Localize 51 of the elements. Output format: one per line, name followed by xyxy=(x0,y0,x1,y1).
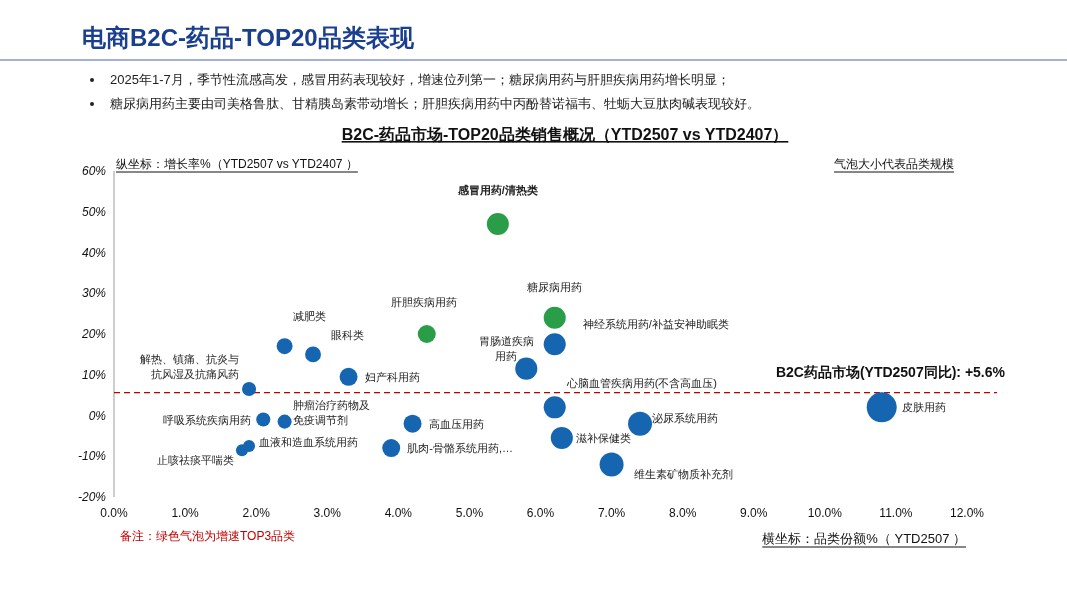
chart-title: B2C-药品市场-TOP20品类销售概况（YTD2507 vs YTD2407） xyxy=(341,126,789,144)
annotation: 妇产科用药 xyxy=(364,370,420,383)
annotation: 神经系统用药/补益安神助眠类 xyxy=(582,318,729,331)
x-tick-label: 8.0% xyxy=(668,506,697,520)
ref-line-label: B2C药品市场(YTD2507同比): +5.6% xyxy=(775,363,1006,380)
x-tick-label: 4.0% xyxy=(384,506,413,520)
annotation: 泌尿系统用药 xyxy=(652,411,719,424)
annotation: 解热、镇痛、抗炎与抗风湿及抗痛风药 xyxy=(140,353,240,381)
annotation: 呼吸系统疾病用药 xyxy=(163,413,252,426)
x-tick-label: 5.0% xyxy=(455,506,484,520)
text: 糖尿病用药主要由司美格鲁肽、甘精胰岛素带动增长；肝胆疾病用药中丙酚替诺福韦、牡蛎大豆肽肉碱表现较好。 xyxy=(110,96,760,111)
x-tick-label: 10.0% xyxy=(807,506,843,520)
y-tick-label: -10% xyxy=(77,449,107,464)
annotation: 心脑血管疾病用药(不含高血压) xyxy=(565,377,718,390)
x-tick-label: 12.0% xyxy=(949,506,985,520)
text: 备注：绿色气泡为增速TOP3品类 xyxy=(120,529,296,543)
y-tick-label: 30% xyxy=(81,286,107,301)
text: 2025年1-7月，季节性流感高发，感冒用药表现较好，增速位列第一；糖尿病用药与肝胆疾病用药增长明显； xyxy=(110,72,730,87)
x-tick-label: 3.0% xyxy=(313,506,342,520)
annotation: 减肥类 xyxy=(292,310,326,323)
chart-subtitle: 电商B2C-药品-TOP20品类表现 xyxy=(82,24,415,51)
y-tick-label: 20% xyxy=(80,327,107,341)
annotation: 滋补保健类 xyxy=(575,431,631,444)
annotation: 眼科类 xyxy=(331,329,365,342)
annotation: 维生素矿物质补充剂 xyxy=(633,468,733,481)
annotation: 肌肉-骨骼系统用药,… xyxy=(407,442,513,455)
annotation: 胃肠道疾病用药 xyxy=(478,334,534,362)
x-tick-label: 9.0% xyxy=(740,506,768,520)
annotation: 糖尿病用药 xyxy=(527,280,583,293)
annotation: 止咳祛痰平喘类 xyxy=(156,454,234,467)
annotation: 肝胆疾病用药 xyxy=(390,296,457,308)
y-axis-title: 纵坐标：增长率%（YTD2507 vs YTD2407 ） xyxy=(116,157,358,171)
annotation: 气泡大小代表品类规模 xyxy=(834,157,954,171)
y-tick-label: 0% xyxy=(88,408,107,423)
annotation: 感冒用药/清热类 xyxy=(456,183,538,197)
x-tick-label: 7.0% xyxy=(597,506,626,520)
x-axis-title: 横坐标：品类份额%（ YTD2507 ） xyxy=(762,531,966,546)
annotation: 皮肤用药 xyxy=(901,401,946,414)
x-tick-label: 2.0% xyxy=(242,506,271,520)
y-tick-label: 10% xyxy=(81,367,107,382)
x-tick-label: 11.0% xyxy=(879,506,913,520)
x-tick-label: 0.0% xyxy=(100,506,128,520)
x-tick-label: 1.0% xyxy=(171,506,200,520)
y-tick-label: 60% xyxy=(81,164,107,178)
y-tick-label: 40% xyxy=(81,245,107,260)
y-tick-label: -20% xyxy=(77,490,107,504)
annotation: 高血压用药 xyxy=(428,417,484,430)
annotation: 肿瘤治疗药物及免疫调节剂 xyxy=(292,398,370,426)
y-tick-label: 50% xyxy=(81,204,107,219)
x-tick-label: 6.0% xyxy=(526,506,555,520)
annotation: 血液和造血系统用药 xyxy=(259,436,359,449)
